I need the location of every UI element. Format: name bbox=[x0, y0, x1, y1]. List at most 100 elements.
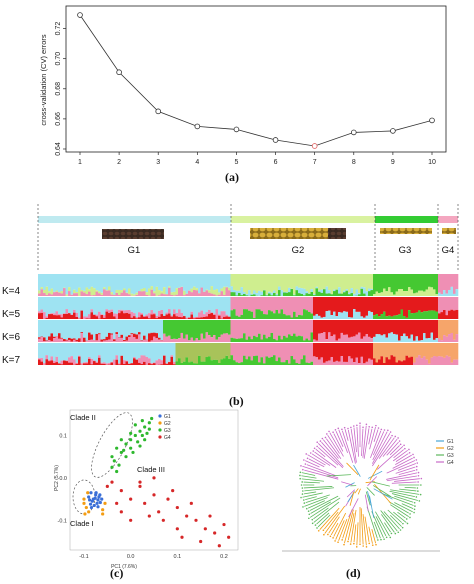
admixture-bar-segment bbox=[313, 320, 316, 340]
admixture-bar-segment bbox=[178, 274, 181, 288]
admixture-bar-segment bbox=[190, 297, 194, 312]
admixture-bar-segment bbox=[175, 339, 179, 342]
admixture-bar-segment bbox=[390, 297, 394, 317]
admixture-bar-segment bbox=[40, 287, 44, 290]
admixture-bar-segment bbox=[293, 297, 296, 312]
admixture-bar-segment bbox=[108, 332, 111, 340]
tree-branch bbox=[347, 513, 355, 541]
admixture-bar-segment bbox=[58, 315, 61, 319]
admixture-bar-segment bbox=[123, 310, 126, 314]
admixture-bar-segment bbox=[148, 320, 151, 334]
admixture-bar-segment bbox=[325, 343, 329, 362]
admixture-bar-segment bbox=[370, 320, 374, 339]
admixture-bar-segment bbox=[293, 320, 296, 334]
admixture-bar-segment bbox=[73, 338, 76, 340]
admixture-bar-segment bbox=[395, 334, 399, 342]
admixture-bar-segment bbox=[453, 310, 456, 319]
admixture-bar-segment bbox=[175, 316, 179, 319]
tree-tip bbox=[397, 531, 400, 534]
admixture-bar-segment bbox=[318, 315, 321, 319]
admixture-bar-segment bbox=[270, 356, 274, 365]
cv-plot-frame bbox=[65, 5, 447, 153]
admixture-bar-segment bbox=[400, 361, 404, 365]
admixture-bar-segment bbox=[360, 320, 364, 339]
admixture-bar-segment bbox=[48, 274, 51, 292]
admixture-bar-segment bbox=[325, 320, 329, 340]
tree-branch bbox=[368, 428, 373, 445]
tree-branch bbox=[373, 521, 381, 539]
admixture-bar-segment bbox=[225, 320, 229, 334]
admixture-bar-segment bbox=[45, 316, 49, 318]
admixture-bar-segment bbox=[343, 311, 346, 319]
admixture-bar-segment bbox=[183, 290, 186, 296]
admixture-bar-segment bbox=[308, 297, 311, 312]
admixture-bar-segment bbox=[238, 363, 241, 365]
admixture-bar-segment bbox=[163, 287, 166, 295]
tree-internal-branch bbox=[369, 495, 375, 518]
admixture-bar-segment bbox=[140, 297, 144, 314]
admixture-bar-segment bbox=[228, 334, 231, 342]
admixture-bar-segment bbox=[360, 274, 364, 287]
tree-tip bbox=[420, 477, 423, 480]
admixture-bar-segment bbox=[260, 291, 264, 296]
admixture-bar-segment bbox=[413, 362, 416, 365]
tree-branch bbox=[392, 450, 408, 462]
pca-point-g4 bbox=[166, 497, 170, 501]
admixture-bar-segment bbox=[318, 359, 321, 365]
admixture-bar-segment bbox=[198, 320, 201, 341]
admixture-bar-segment bbox=[58, 338, 61, 342]
admixture-bar-segment bbox=[380, 335, 384, 342]
admixture-bar-segment bbox=[155, 297, 159, 316]
admixture-bar-segment bbox=[93, 274, 96, 289]
admixture-bar-segment bbox=[105, 290, 109, 291]
admixture-bar-segment bbox=[320, 289, 324, 293]
admixture-bar-segment bbox=[63, 288, 66, 296]
admixture-bar-segment bbox=[358, 293, 361, 295]
tree-branch bbox=[303, 481, 320, 484]
admixture-bar-segment bbox=[135, 338, 139, 342]
tree-branch bbox=[333, 512, 347, 537]
admixture-bar-segment bbox=[140, 343, 144, 356]
admixture-bar-segment bbox=[168, 335, 171, 342]
admixture-bar-segment bbox=[455, 274, 459, 290]
admixture-bar-segment bbox=[118, 295, 121, 296]
admixture-bar-segment bbox=[118, 313, 121, 319]
clade-i-label: Clade I bbox=[70, 519, 94, 528]
tree-tip bbox=[303, 459, 305, 461]
admixture-bar-segment bbox=[248, 320, 251, 337]
x-tick-label: 2 bbox=[117, 159, 121, 166]
admixture-bar-segment bbox=[100, 320, 104, 340]
admixture-bar-segment bbox=[423, 333, 426, 342]
tree-tip bbox=[307, 510, 310, 512]
admixture-bar-segment bbox=[415, 274, 419, 293]
admixture-bar-segment bbox=[123, 290, 126, 296]
admixture-bar-segment bbox=[243, 274, 246, 292]
admixture-bar-segment bbox=[398, 314, 401, 319]
admixture-bar-segment bbox=[343, 297, 346, 312]
admixture-bar-segment bbox=[200, 333, 204, 342]
admixture-bar-segment bbox=[273, 292, 276, 296]
admixture-bar-segment bbox=[220, 311, 224, 319]
admixture-bar-segment bbox=[420, 290, 424, 296]
tree-branch bbox=[304, 497, 328, 507]
admixture-bar-segment bbox=[330, 315, 334, 319]
admixture-bar-segment bbox=[185, 334, 189, 342]
admixture-bar-segment bbox=[150, 340, 154, 342]
admixture-bar-segment bbox=[308, 320, 311, 341]
admixture-bar-segment bbox=[205, 297, 209, 313]
admixture-bar-segment bbox=[260, 320, 264, 340]
admixture-bar-segment bbox=[183, 274, 186, 291]
admixture-bar-segment bbox=[373, 358, 376, 365]
admixture-bar-segment bbox=[363, 320, 366, 337]
admixture-bar-segment bbox=[408, 274, 411, 288]
admixture-bar-segment bbox=[50, 297, 54, 314]
admixture-bar-segment bbox=[95, 333, 99, 341]
admixture-bar-segment bbox=[153, 297, 156, 313]
admixture-bar-segment bbox=[45, 294, 49, 296]
pca-point-g1 bbox=[90, 499, 94, 503]
admixture-bar-segment bbox=[65, 294, 69, 296]
admixture-bar-segment bbox=[135, 320, 139, 335]
admixture-bar-segment bbox=[68, 362, 71, 365]
tree-tip bbox=[405, 518, 408, 520]
admixture-bar-segment bbox=[130, 274, 134, 294]
